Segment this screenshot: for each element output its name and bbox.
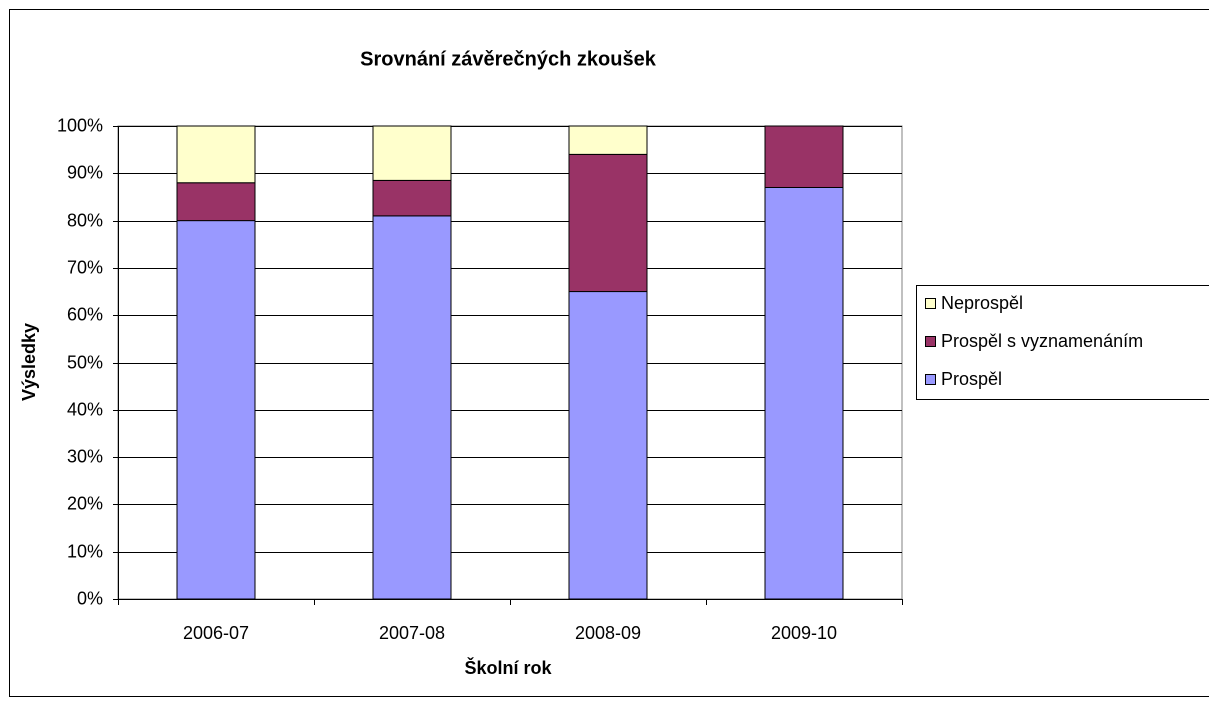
bar-segment (568, 125, 648, 155)
legend-label: Neprospěl (941, 293, 1023, 313)
legend-swatch (925, 336, 936, 347)
bar-segment (176, 182, 256, 222)
bar-segment (372, 215, 452, 600)
x-tick-label: 2007-08 (379, 623, 445, 643)
bar-segment (568, 153, 648, 293)
legend-label: Prospěl (941, 369, 1002, 389)
bar-segment (764, 186, 844, 600)
y-tick-label: 0% (77, 588, 103, 608)
bar-segment (176, 220, 256, 600)
bar-segment (372, 125, 452, 181)
bar-segment (764, 125, 844, 188)
y-tick-label: 80% (67, 210, 103, 230)
y-axis-label: Výsledky (19, 323, 39, 401)
x-tick-label: 2009-10 (771, 623, 837, 643)
legend-label: Prospěl s vyznamenáním (941, 331, 1143, 351)
x-tick-label: 2006-07 (183, 623, 249, 643)
legend-swatch (925, 374, 936, 385)
x-tick-label: 2008-09 (575, 623, 641, 643)
y-tick-label: 30% (67, 446, 103, 466)
y-tick-label: 40% (67, 399, 103, 419)
y-tick-label: 70% (67, 257, 103, 277)
x-axis-label: Školní rok (464, 657, 552, 678)
chart-title: Srovnání závěrečných zkoušek (360, 48, 657, 70)
bar-segment (372, 179, 452, 217)
y-tick-label: 100% (57, 115, 103, 135)
bar-segment (568, 291, 648, 600)
y-tick-label: 60% (67, 304, 103, 324)
legend-box (916, 285, 1209, 400)
y-tick-label: 90% (67, 162, 103, 182)
bar-segment (176, 125, 256, 184)
y-tick-label: 50% (67, 352, 103, 372)
legend-swatch (925, 298, 936, 309)
y-tick-label: 10% (67, 541, 103, 561)
y-tick-label: 20% (67, 493, 103, 513)
